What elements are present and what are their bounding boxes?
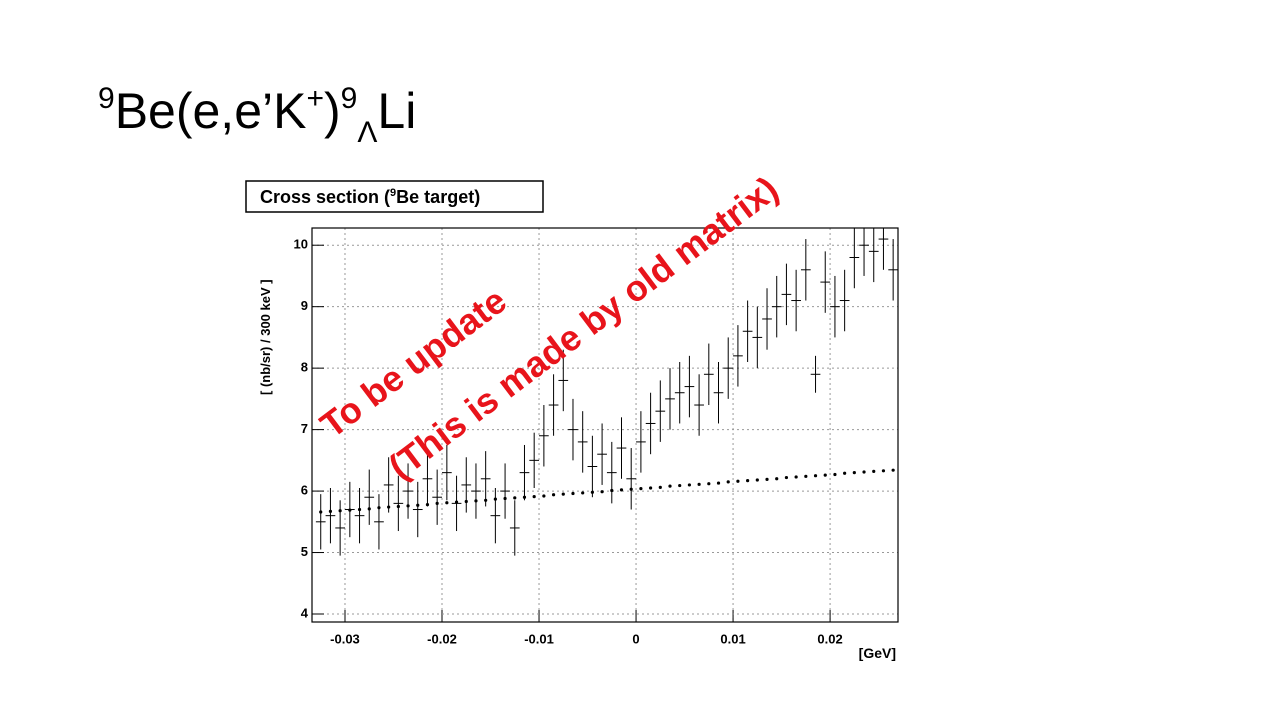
chart-title-text: Be target) (396, 187, 480, 207)
x-tick-label: 0 (632, 631, 639, 646)
expected-point (639, 487, 643, 491)
expected-point (571, 491, 575, 496)
charge: + (306, 82, 324, 115)
expected-point (687, 483, 692, 487)
expected-point (513, 496, 517, 500)
expected-point (804, 474, 808, 478)
expected-point (716, 481, 721, 485)
expected-point (600, 490, 604, 494)
expected-point (367, 507, 371, 511)
x-tick-label: -0.01 (524, 631, 554, 646)
expected-point (551, 493, 556, 497)
expected-point (396, 504, 400, 509)
expected-point (736, 479, 740, 483)
x-tick-label: -0.02 (427, 631, 457, 646)
hypernucleus-subscript: Λ (357, 116, 377, 149)
grid (312, 228, 898, 622)
y-tick-label: 9 (301, 298, 308, 313)
expected-point (726, 480, 730, 484)
expected-point (387, 505, 391, 509)
y-axis-label: [ (nb/sr) / 300 keV ] (258, 279, 273, 395)
annotations: To be update(This is made by old matrix) (312, 168, 785, 487)
expected-point (648, 486, 653, 490)
expected-point (338, 509, 342, 513)
expected-point (493, 497, 497, 501)
axis-labels: -0.03 -0.02 -0.01 0 0.01 0.02 4 5 6 7 8 9 10 (294, 237, 843, 647)
expected-point (872, 469, 876, 474)
expected-point (328, 509, 333, 513)
expected-point (581, 491, 585, 495)
expected-point (707, 482, 711, 486)
expected-point (619, 488, 624, 492)
chart-title-sup: 9 (390, 187, 396, 199)
expected-point (435, 501, 439, 505)
x-tick-label: 0.01 (720, 631, 745, 646)
expected-point (454, 500, 459, 504)
title-text: Li (377, 83, 416, 139)
chart-title-box (245, 180, 544, 213)
expected-point (319, 510, 323, 514)
x-axis-label: [GeV] (859, 645, 896, 661)
expected-point (833, 472, 837, 477)
y-tick-label: 4 (301, 605, 309, 620)
expected-point (678, 483, 682, 488)
x-tick-label: 0.02 (817, 631, 842, 646)
expected-point (668, 484, 672, 488)
expected-point (357, 507, 362, 512)
expected-point (794, 475, 798, 479)
expected-point (813, 474, 818, 478)
expected-point (474, 499, 478, 503)
expected-point (746, 479, 750, 483)
expected-point (532, 495, 536, 499)
expected-point (881, 469, 886, 473)
expected-point (697, 482, 701, 486)
mass-number: 9 (98, 82, 115, 115)
plot-frame (311, 227, 899, 623)
expected-point (765, 477, 769, 481)
title-text: ) (324, 83, 341, 139)
expected-point (406, 504, 410, 508)
expected-point (843, 471, 847, 475)
y-tick-label: 6 (301, 483, 308, 498)
y-tick-label: 5 (301, 544, 308, 559)
expected-point (445, 501, 449, 505)
chart-title: Cross section (9Be target) (260, 187, 480, 207)
expected-point (348, 508, 352, 512)
expected-point (377, 506, 381, 510)
slide-title: 9Be(e,e’K+)9ΛLi (98, 82, 416, 149)
expected-point (658, 485, 662, 489)
expected-point (503, 496, 507, 501)
expected-point (542, 494, 546, 498)
expected-point (891, 468, 895, 472)
expected-point (852, 471, 856, 475)
expected-point (522, 495, 527, 499)
expected-point (464, 499, 468, 504)
chart-title-text: Cross section ( (260, 187, 390, 207)
mass-number: 9 (341, 82, 358, 115)
title-text: Be(e,e’K (115, 83, 307, 139)
expected-point (629, 487, 633, 491)
expected-point (416, 503, 420, 507)
expected-point (784, 475, 789, 480)
expected-point (425, 502, 430, 507)
plot-area (315, 228, 898, 556)
expected-point (755, 478, 759, 482)
expected-point (610, 488, 614, 493)
y-tick-label: 8 (301, 360, 308, 375)
expected-point (484, 498, 488, 502)
y-tick-label: 7 (301, 421, 308, 436)
expected-point (775, 477, 779, 481)
expected-point (862, 470, 866, 474)
expected-point (561, 492, 565, 496)
y-tick-label: 10 (294, 237, 308, 252)
expected-point (823, 473, 827, 477)
x-tick-label: -0.03 (330, 631, 360, 646)
expected-point (590, 490, 594, 494)
